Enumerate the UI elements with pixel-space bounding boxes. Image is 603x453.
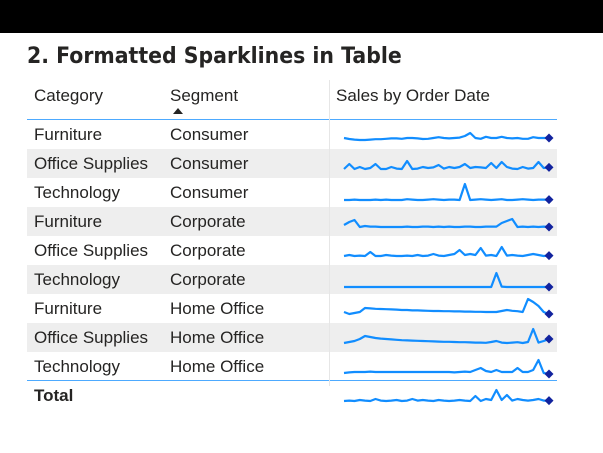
- last-point-marker-icon: [544, 195, 554, 205]
- sales-sparkline: [343, 327, 554, 345]
- last-point-marker-icon: [544, 133, 554, 143]
- sparkline-line: [343, 388, 549, 403]
- sparkline-line: [344, 271, 549, 289]
- sparkline-line: [343, 245, 550, 258]
- sales-sparkline: [344, 271, 554, 292]
- sparkline-line: [343, 217, 550, 229]
- last-point-marker-icon: [544, 396, 554, 406]
- category-cell: Office Supplies: [34, 241, 149, 260]
- last-point-marker-icon: [544, 162, 554, 172]
- category-cell: Furniture: [34, 212, 103, 231]
- segment-cell: Home Office: [170, 328, 265, 347]
- segment-cell: Home Office: [170, 299, 265, 318]
- last-point-marker-icon: [544, 251, 554, 261]
- category-cell: Furniture: [34, 125, 103, 144]
- sales-sparkline: [343, 245, 554, 261]
- window-top-bar: [0, 0, 603, 33]
- segment-cell: Corporate: [170, 270, 246, 289]
- table-row[interactable]: Office Supplies Consumer: [27, 149, 557, 178]
- category-cell: Technology: [34, 270, 121, 289]
- sparkline-line: [343, 358, 550, 376]
- category-cell: Technology: [34, 183, 121, 202]
- last-point-marker-icon: [544, 222, 554, 232]
- table-row[interactable]: Technology Corporate: [27, 265, 557, 294]
- segment-cell: Home Office: [170, 357, 265, 376]
- column-header-category[interactable]: Category: [34, 86, 103, 105]
- last-point-marker-icon: [544, 369, 554, 379]
- total-label: Total: [34, 386, 74, 405]
- sales-sparkline: [343, 297, 554, 319]
- table-row[interactable]: Furniture Home Office: [27, 294, 557, 323]
- last-point-marker-icon: [544, 282, 554, 292]
- total-divider: [27, 380, 557, 381]
- sales-sparkline: [343, 131, 554, 143]
- visual-title: 2. Formatted Sparklines in Table: [27, 44, 402, 69]
- sparkline-line: [343, 327, 550, 345]
- sales-sparkline: [343, 217, 554, 232]
- sales-sparkline: [344, 182, 554, 205]
- category-cell: Furniture: [34, 299, 103, 318]
- segment-cell: Corporate: [170, 212, 246, 231]
- sales-sparkline: [343, 358, 554, 379]
- table-header: Category Segment Sales by Order Date: [27, 80, 557, 120]
- last-point-marker-icon: [544, 309, 554, 319]
- sparkline-line: [343, 131, 549, 142]
- category-cell: Technology: [34, 357, 121, 376]
- header-divider: [27, 119, 557, 120]
- column-header-sales-by-order-date[interactable]: Sales by Order Date: [336, 86, 491, 105]
- last-point-marker-icon: [544, 334, 554, 344]
- table-row[interactable]: Technology Consumer: [27, 178, 557, 207]
- total-row[interactable]: Total: [27, 381, 557, 410]
- category-cell: Office Supplies: [34, 328, 149, 347]
- sort-ascending-icon: [173, 108, 183, 114]
- segment-cell: Consumer: [170, 154, 249, 173]
- total-sparkline: [343, 388, 554, 406]
- sparkline-line: [344, 182, 549, 202]
- column-header-segment[interactable]: Segment: [170, 86, 239, 105]
- segment-cell: Consumer: [170, 183, 249, 202]
- table-row[interactable]: Technology Home Office: [27, 352, 557, 381]
- sparkline-line: [343, 297, 550, 316]
- table-row[interactable]: Office Supplies Corporate: [27, 236, 557, 265]
- table-row[interactable]: Furniture Corporate: [27, 207, 557, 236]
- table-row[interactable]: Office Supplies Home Office: [27, 323, 557, 352]
- category-cell: Office Supplies: [34, 154, 149, 173]
- sales-sparkline: [343, 159, 554, 172]
- table-row[interactable]: Furniture Consumer: [27, 120, 557, 149]
- sparkline-line: [343, 159, 550, 171]
- segment-cell: Consumer: [170, 125, 249, 144]
- column-separator: [329, 80, 330, 386]
- segment-cell: Corporate: [170, 241, 246, 260]
